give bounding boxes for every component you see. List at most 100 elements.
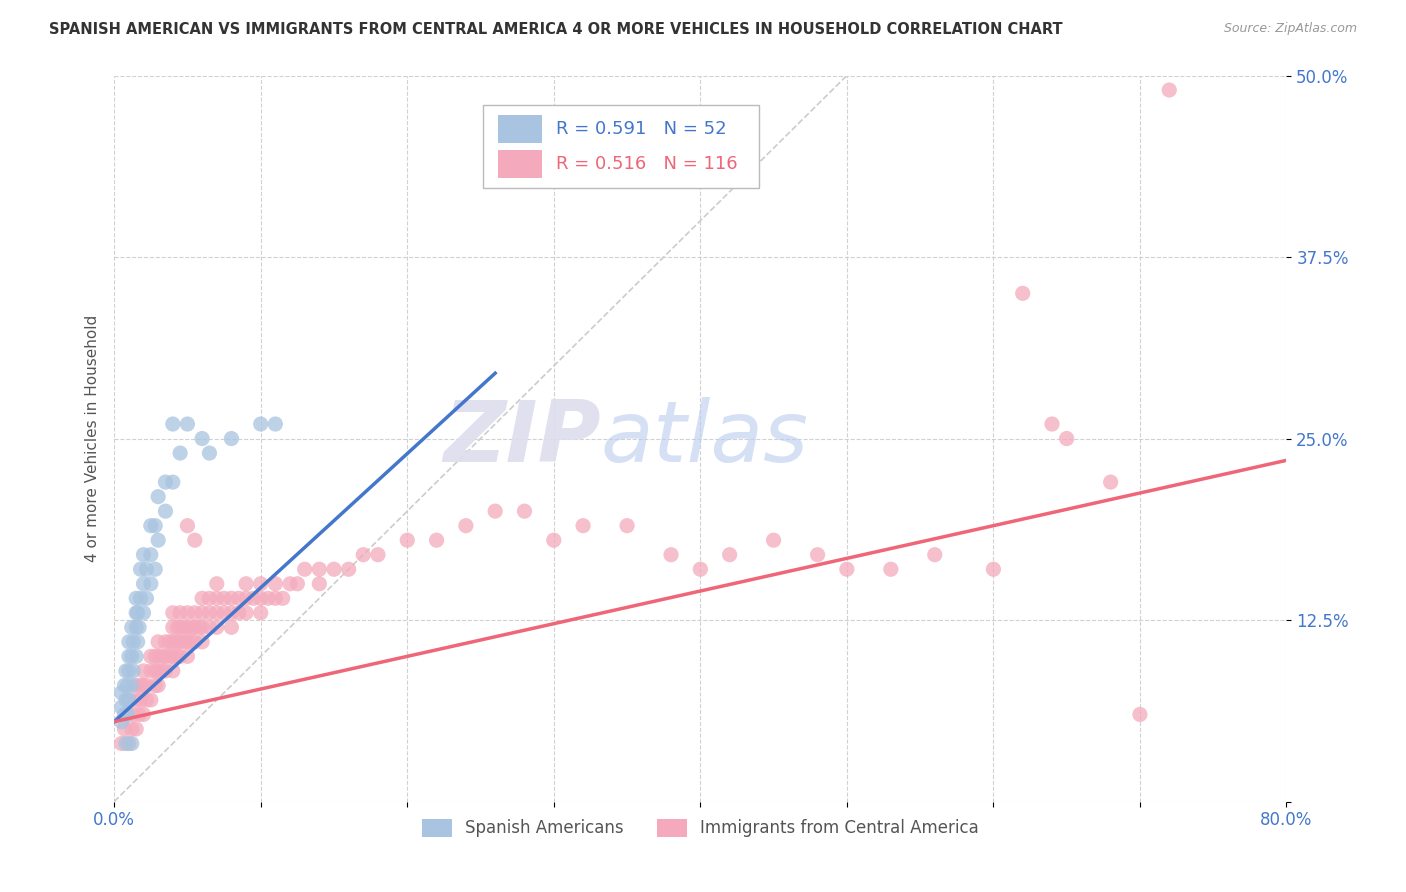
Point xyxy=(835,562,858,576)
Point xyxy=(983,562,1005,576)
Point xyxy=(1011,286,1033,301)
Point xyxy=(249,591,271,606)
Point xyxy=(135,678,157,692)
Point xyxy=(117,707,139,722)
Point xyxy=(513,504,536,518)
Point xyxy=(257,591,280,606)
Point xyxy=(762,533,785,548)
Point xyxy=(264,417,287,431)
Point xyxy=(115,664,138,678)
Point xyxy=(115,693,138,707)
Text: ZIP: ZIP xyxy=(443,397,600,480)
Point xyxy=(264,591,287,606)
Point xyxy=(121,620,143,634)
Point xyxy=(146,664,169,678)
Text: Source: ZipAtlas.com: Source: ZipAtlas.com xyxy=(1223,22,1357,36)
Point xyxy=(152,664,174,678)
Point xyxy=(689,562,711,576)
Point xyxy=(117,678,139,692)
Point xyxy=(127,606,149,620)
Point xyxy=(110,737,132,751)
Point xyxy=(115,737,138,751)
Point xyxy=(143,649,166,664)
FancyBboxPatch shape xyxy=(498,151,543,178)
Point xyxy=(155,504,177,518)
Point xyxy=(198,591,221,606)
Point xyxy=(127,635,149,649)
Point xyxy=(308,576,330,591)
Point xyxy=(659,548,682,562)
Point xyxy=(484,504,506,518)
Point xyxy=(139,548,162,562)
Point xyxy=(152,649,174,664)
Point xyxy=(143,678,166,692)
Text: R = 0.516   N = 116: R = 0.516 N = 116 xyxy=(557,155,738,173)
Text: SPANISH AMERICAN VS IMMIGRANTS FROM CENTRAL AMERICA 4 OR MORE VEHICLES IN HOUSEH: SPANISH AMERICAN VS IMMIGRANTS FROM CENT… xyxy=(49,22,1063,37)
Point xyxy=(121,722,143,736)
Point xyxy=(169,606,191,620)
Point xyxy=(135,591,157,606)
Point xyxy=(806,548,828,562)
Point xyxy=(143,664,166,678)
Point xyxy=(118,664,141,678)
Point xyxy=(146,533,169,548)
Point xyxy=(139,518,162,533)
Point xyxy=(1159,83,1181,97)
Point xyxy=(543,533,565,548)
Point xyxy=(198,446,221,460)
Point xyxy=(278,576,301,591)
Point xyxy=(162,649,184,664)
Point xyxy=(135,693,157,707)
Point xyxy=(121,737,143,751)
Point xyxy=(155,475,177,489)
Point xyxy=(155,635,177,649)
Point xyxy=(228,591,250,606)
Point xyxy=(135,562,157,576)
Point xyxy=(139,649,162,664)
Point xyxy=(128,620,150,634)
Point xyxy=(242,591,264,606)
Text: R = 0.591   N = 52: R = 0.591 N = 52 xyxy=(557,120,727,138)
Point xyxy=(249,606,271,620)
Point xyxy=(162,635,184,649)
Point xyxy=(139,664,162,678)
Point xyxy=(155,664,177,678)
Point xyxy=(191,635,214,649)
Point xyxy=(159,649,181,664)
Point xyxy=(125,678,148,692)
Point xyxy=(125,649,148,664)
Point xyxy=(294,562,316,576)
Point xyxy=(285,576,308,591)
Point xyxy=(718,548,741,562)
Point xyxy=(396,533,419,548)
Point xyxy=(235,576,257,591)
Point xyxy=(235,591,257,606)
Point xyxy=(110,714,132,729)
Point xyxy=(132,664,155,678)
Point xyxy=(128,707,150,722)
Point xyxy=(271,591,294,606)
Point xyxy=(337,562,360,576)
FancyBboxPatch shape xyxy=(484,104,759,188)
Point xyxy=(118,737,141,751)
Point xyxy=(184,620,207,634)
Point xyxy=(188,620,211,634)
Point xyxy=(191,606,214,620)
Point xyxy=(205,606,228,620)
FancyBboxPatch shape xyxy=(498,115,543,143)
Point xyxy=(1056,432,1078,446)
Point xyxy=(572,518,595,533)
Point xyxy=(125,693,148,707)
Point xyxy=(146,635,169,649)
Text: atlas: atlas xyxy=(600,397,808,480)
Point xyxy=(169,635,191,649)
Point xyxy=(118,693,141,707)
Point xyxy=(191,620,214,634)
Point xyxy=(129,591,152,606)
Point xyxy=(143,562,166,576)
Point xyxy=(176,606,198,620)
Point xyxy=(1040,417,1063,431)
Point xyxy=(221,591,243,606)
Point xyxy=(118,635,141,649)
Point xyxy=(146,649,169,664)
